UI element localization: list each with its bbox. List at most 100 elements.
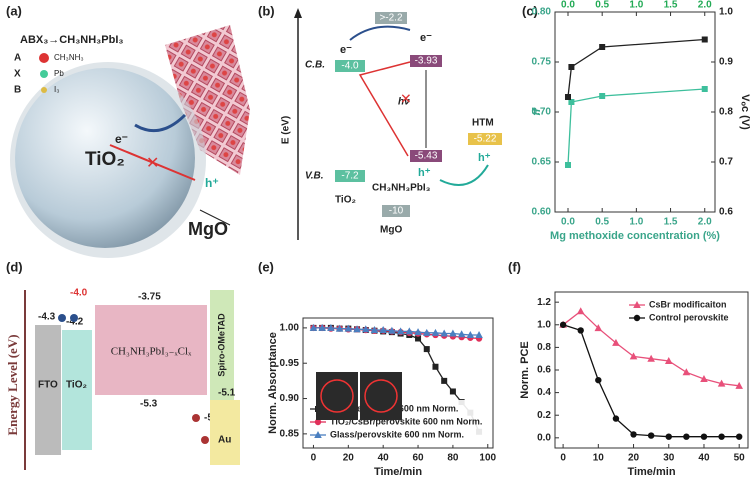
x-axis-label: Time/min xyxy=(374,466,422,478)
x-tick-label: 1.5 xyxy=(664,217,678,228)
x-tick-label: 0.5 xyxy=(595,217,609,228)
level-value: -10 xyxy=(389,206,404,217)
legend-label: I₃ xyxy=(54,85,59,94)
material: CH₃NH₃PbI₃ xyxy=(372,183,431,194)
photon: hν xyxy=(398,97,410,108)
legend-key: X xyxy=(14,69,21,80)
x-tick-label: 2.0 xyxy=(698,217,712,228)
marker xyxy=(318,323,326,331)
recombination xyxy=(358,61,411,157)
tio2 xyxy=(62,330,92,450)
formula: ABX₃→CH₃NH₃PbI₃ xyxy=(20,34,123,46)
electron: e⁻ xyxy=(340,44,352,56)
legend-label: Glass/perovskite 600 nm Norm. xyxy=(330,429,464,439)
marker xyxy=(388,326,396,334)
inset-image xyxy=(316,372,358,420)
marker xyxy=(335,324,344,332)
inset-circle xyxy=(320,379,354,413)
atom xyxy=(39,53,49,63)
perovskite xyxy=(95,305,207,395)
legend-label: CsBr modificaiton xyxy=(649,299,727,309)
level-value: -5.43 xyxy=(415,151,438,162)
marker xyxy=(432,363,439,370)
legend-label: TiO₂/CsBr/perovskite 600 nm Norm. xyxy=(330,416,482,426)
y2-tick-label: 0.6 xyxy=(719,207,733,218)
x-tick-label: 10 xyxy=(593,453,605,464)
level xyxy=(468,133,502,145)
marker xyxy=(344,324,353,332)
y-axis-label: Norm. PCE xyxy=(519,341,531,398)
panel-label: (e) xyxy=(258,259,274,274)
pointer xyxy=(199,209,231,226)
y-tick-label: 0.90 xyxy=(280,393,300,404)
y-tick-label: 0.85 xyxy=(280,429,300,440)
marker xyxy=(717,379,726,387)
marker xyxy=(701,86,708,92)
level xyxy=(335,170,365,182)
y-tick-label: 0.4 xyxy=(537,387,551,398)
hole: h⁺ xyxy=(205,176,219,190)
marker xyxy=(629,352,638,360)
marker xyxy=(379,326,387,334)
au-label: Au xyxy=(218,435,231,446)
hole: h⁺ xyxy=(418,167,431,179)
marker xyxy=(353,325,361,333)
panel-b: (b) E (eV) C.B. V.B. -4.0 -7.2 >-2.2 -10… xyxy=(258,3,502,240)
legend-key: B xyxy=(14,85,21,96)
marker xyxy=(564,94,571,100)
marker xyxy=(568,99,575,105)
y-tick-label: 1.0 xyxy=(537,319,551,330)
inset-circle xyxy=(364,379,398,413)
marker xyxy=(664,356,673,364)
panel-a: (a) ABX₃→CH₃NH₃PbI₃ A CH₃NH₃ X Pb B I₃ e… xyxy=(6,3,250,258)
arrow xyxy=(134,113,187,133)
legend-marker xyxy=(633,301,641,308)
marker xyxy=(683,433,690,440)
panel-label: (f) xyxy=(508,259,521,274)
level-value: -4.2 xyxy=(66,317,84,328)
marker xyxy=(449,329,457,337)
marker xyxy=(440,329,448,337)
axis-label: Energy Level (eV) xyxy=(5,334,20,435)
marker xyxy=(718,433,725,440)
x-tick-label: 50 xyxy=(734,453,746,464)
x-tick-label: 40 xyxy=(698,453,710,464)
arrow xyxy=(349,25,411,41)
legend-label: Pb xyxy=(54,69,64,78)
marker xyxy=(682,368,691,376)
marker xyxy=(647,432,655,439)
marker xyxy=(309,323,318,331)
marker xyxy=(422,328,431,336)
level xyxy=(410,150,442,162)
y2-tick-label: 0.7 xyxy=(719,157,733,168)
legend-label: CH₃NH₃ xyxy=(54,53,84,62)
marker xyxy=(414,328,422,336)
marker xyxy=(568,64,575,70)
marker xyxy=(576,307,585,315)
hole: h⁺ xyxy=(478,152,491,164)
electron: e⁻ xyxy=(420,32,432,44)
marker xyxy=(612,415,620,422)
y-tick-label: 0.2 xyxy=(537,410,551,421)
x-top-tick-label: 1.0 xyxy=(629,0,643,11)
level-value: -4.0 xyxy=(70,288,88,299)
y-tick-label: 0.95 xyxy=(280,358,300,369)
au xyxy=(210,400,240,465)
x-tick-label: 80 xyxy=(447,453,459,464)
electron: e⁻ xyxy=(115,132,128,146)
y-tick-label: 0.70 xyxy=(532,107,552,118)
marker xyxy=(457,330,466,338)
x-tick-label: 1.0 xyxy=(629,217,643,228)
y-tick-label: 0.8 xyxy=(537,342,551,353)
x-tick-label: 30 xyxy=(663,453,675,464)
marker xyxy=(647,354,655,362)
legend-marker xyxy=(314,418,322,426)
marker xyxy=(577,327,584,334)
cross: ✕ xyxy=(146,155,159,172)
marker xyxy=(559,321,567,328)
marker xyxy=(630,431,637,438)
vb: V.B. xyxy=(305,171,324,182)
fto xyxy=(35,325,61,455)
series-line xyxy=(567,88,705,166)
